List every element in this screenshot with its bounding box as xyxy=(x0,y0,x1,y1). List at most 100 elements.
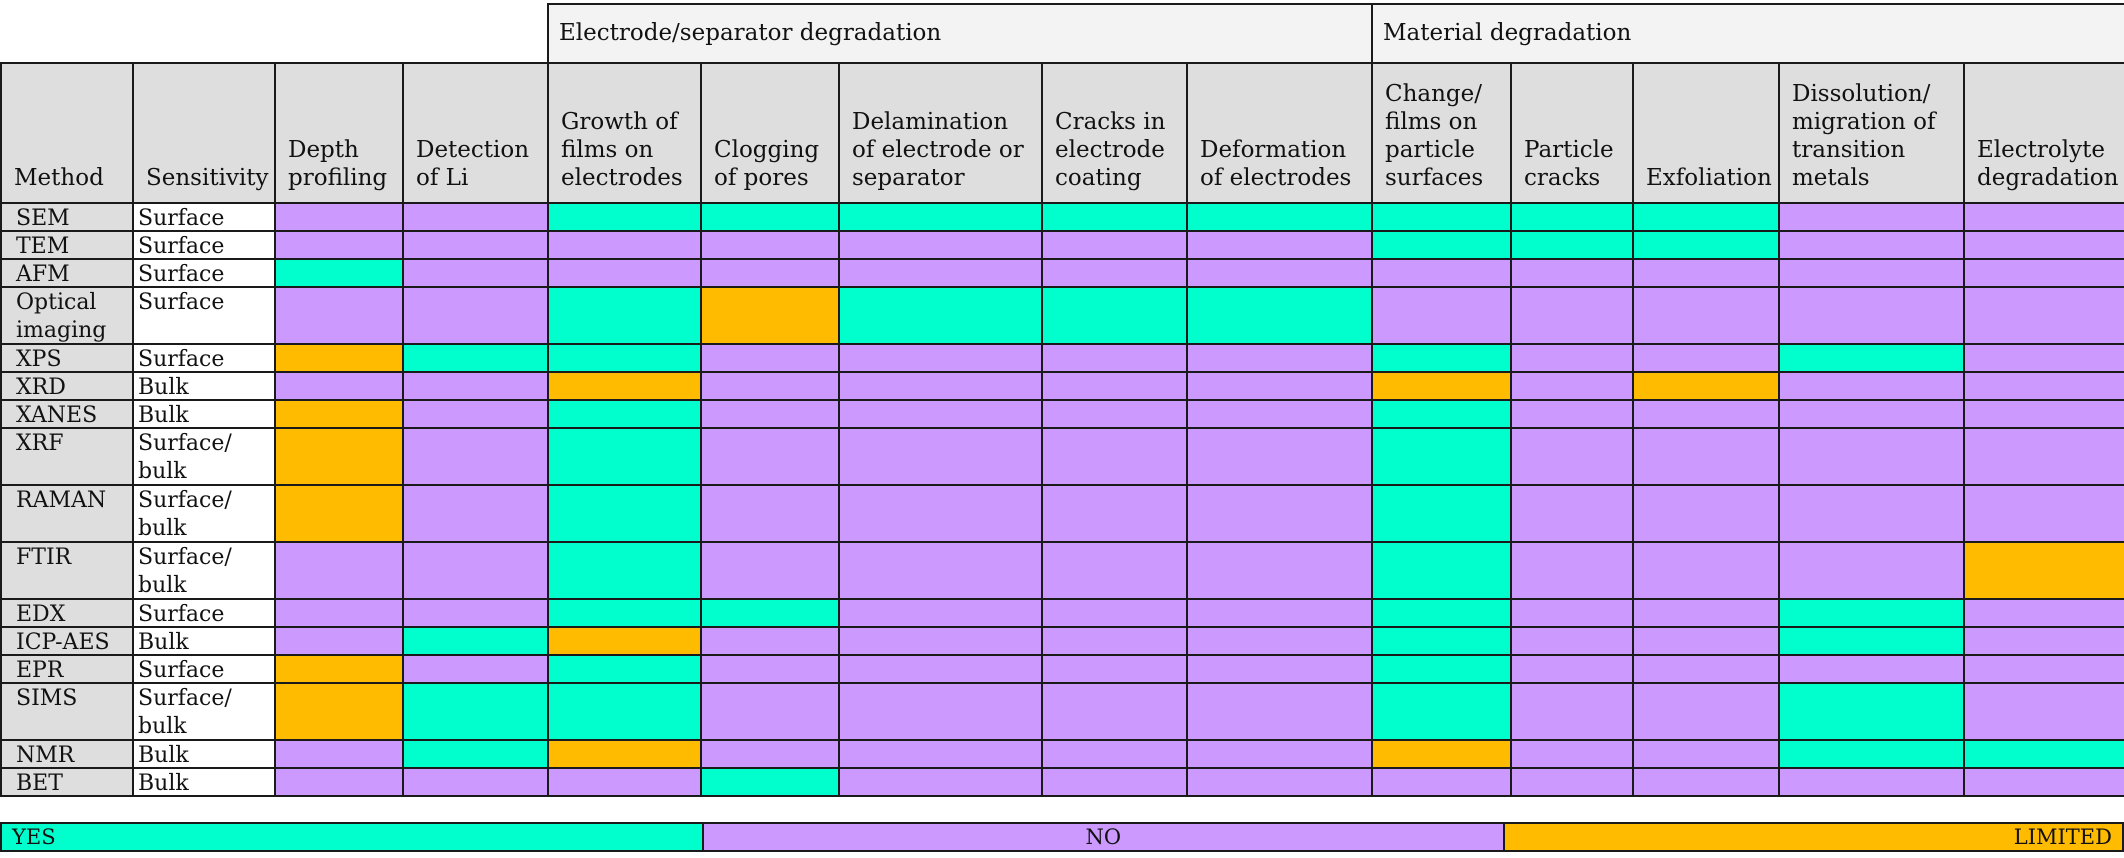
capability-cell xyxy=(402,598,549,628)
capability-cell xyxy=(402,343,549,373)
capability-cell xyxy=(274,343,404,373)
sensitivity-cell: Surface xyxy=(132,654,276,684)
capability-cell xyxy=(1963,286,2124,345)
capability-cell xyxy=(402,399,549,429)
capability-cell xyxy=(547,202,702,232)
capability-cell xyxy=(1963,739,2124,769)
capability-cell xyxy=(1371,541,1512,600)
capability-cell xyxy=(1371,626,1512,656)
sensitivity-cell: Surface xyxy=(132,202,276,232)
capability-cell xyxy=(1632,739,1780,769)
capability-cell xyxy=(1371,258,1512,288)
capability-cell xyxy=(700,230,840,260)
sensitivity-cell: Bulk xyxy=(132,739,276,769)
capability-cell xyxy=(1963,258,2124,288)
capability-cell xyxy=(1041,343,1188,373)
capability-cell xyxy=(274,230,404,260)
capability-cell xyxy=(1186,484,1373,543)
capability-cell xyxy=(1041,258,1188,288)
capability-cell xyxy=(838,541,1043,600)
capability-cell xyxy=(1963,399,2124,429)
capability-cell xyxy=(1186,343,1373,373)
capability-cell xyxy=(1510,739,1634,769)
capability-cell xyxy=(1186,258,1373,288)
column-header: Exfoliation xyxy=(1632,62,1780,204)
method-cell: RAMAN xyxy=(0,484,134,543)
legend-limited: LIMITED xyxy=(1502,824,2122,850)
column-header: Cracks in electrode coating xyxy=(1041,62,1188,204)
capability-cell xyxy=(1371,343,1512,373)
capability-cell xyxy=(274,654,404,684)
capability-cell xyxy=(1041,202,1188,232)
capability-cell xyxy=(1371,767,1512,797)
capability-cell xyxy=(1371,371,1512,401)
capability-cell xyxy=(700,399,840,429)
capability-cell xyxy=(1632,427,1780,486)
capability-cell xyxy=(1632,286,1780,345)
capability-cell xyxy=(1371,202,1512,232)
capability-cell xyxy=(547,399,702,429)
column-header: Method xyxy=(0,62,134,204)
capability-cell xyxy=(547,541,702,600)
capability-cell xyxy=(1510,286,1634,345)
capability-cell xyxy=(274,767,404,797)
capability-cell xyxy=(1632,767,1780,797)
capability-cell xyxy=(402,626,549,656)
capability-cell xyxy=(700,739,840,769)
capability-cell xyxy=(274,427,404,486)
capability-cell xyxy=(1963,230,2124,260)
capability-cell xyxy=(1778,654,1965,684)
method-cell: XRF xyxy=(0,427,134,486)
capability-cell xyxy=(274,371,404,401)
capability-cell xyxy=(1778,427,1965,486)
sensitivity-cell: Surface/ bulk xyxy=(132,541,276,600)
capability-cell xyxy=(1186,230,1373,260)
sensitivity-cell: Surface xyxy=(132,286,276,345)
capability-cell xyxy=(1963,654,2124,684)
capability-cell xyxy=(1371,654,1512,684)
capability-cell xyxy=(1186,286,1373,345)
capability-cell xyxy=(1632,202,1780,232)
capability-cell xyxy=(838,399,1043,429)
capability-cell xyxy=(838,286,1043,345)
capability-cell xyxy=(402,767,549,797)
sensitivity-cell: Surface/ bulk xyxy=(132,427,276,486)
capability-cell xyxy=(1186,626,1373,656)
capability-cell xyxy=(1632,230,1780,260)
method-cell: FTIR xyxy=(0,541,134,600)
capability-cell xyxy=(1963,767,2124,797)
capability-cell xyxy=(1186,654,1373,684)
method-cell: XRD xyxy=(0,371,134,401)
capability-cell xyxy=(1963,541,2124,600)
capability-cell xyxy=(1041,767,1188,797)
capability-cell xyxy=(1186,598,1373,628)
method-cell: BET xyxy=(0,767,134,797)
capability-cell xyxy=(1632,399,1780,429)
capability-cell xyxy=(1186,427,1373,486)
column-header: Detection of Li xyxy=(402,62,549,204)
capability-cell xyxy=(1778,541,1965,600)
capability-cell xyxy=(274,258,404,288)
capability-cell xyxy=(1963,427,2124,486)
method-cell: ICP-AES xyxy=(0,626,134,656)
capability-cell xyxy=(1041,371,1188,401)
capability-cell xyxy=(547,739,702,769)
sensitivity-cell: Surface xyxy=(132,258,276,288)
group-header: Electrode/separator degradation xyxy=(547,3,1373,64)
capability-cell xyxy=(1041,598,1188,628)
capability-cell xyxy=(1510,767,1634,797)
capability-cell xyxy=(547,371,702,401)
capability-cell xyxy=(700,682,840,741)
capability-cell xyxy=(402,739,549,769)
capability-cell xyxy=(1510,202,1634,232)
sensitivity-cell: Bulk xyxy=(132,399,276,429)
capability-cell xyxy=(1041,541,1188,600)
capability-cell xyxy=(1778,739,1965,769)
capability-cell xyxy=(700,286,840,345)
capability-cell xyxy=(700,343,840,373)
capability-cell xyxy=(1041,484,1188,543)
capability-cell xyxy=(1041,739,1188,769)
capability-cell xyxy=(1371,399,1512,429)
capability-cell xyxy=(274,598,404,628)
capability-cell xyxy=(402,202,549,232)
